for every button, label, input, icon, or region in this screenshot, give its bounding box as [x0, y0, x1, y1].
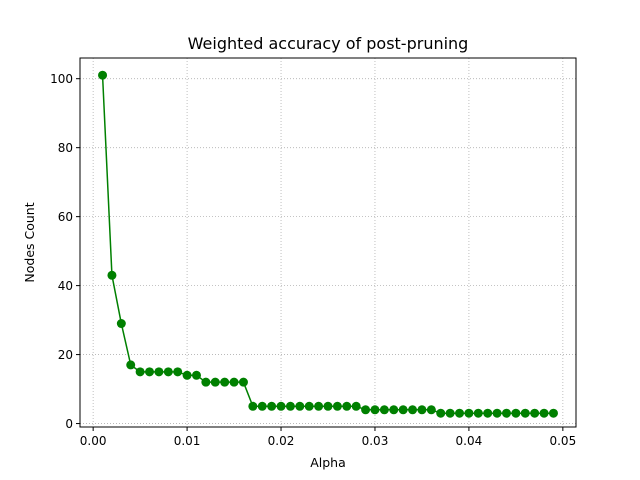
y-tick-label: 100: [50, 72, 73, 86]
data-point: [107, 270, 117, 280]
y-axis-label: Nodes Count: [22, 202, 37, 282]
y-axis-ticks: 0 20 40 60 80 100: [50, 72, 80, 431]
x-tick-label: 0.04: [456, 434, 483, 448]
data-point: [455, 408, 465, 418]
data-point: [276, 401, 286, 411]
data-point: [323, 401, 333, 411]
data-point: [201, 377, 211, 387]
data-point: [511, 408, 521, 418]
data-point: [501, 408, 511, 418]
data-point: [389, 405, 399, 415]
data-point: [304, 401, 314, 411]
data-point: [464, 408, 474, 418]
data-point: [220, 377, 230, 387]
data-point: [445, 408, 455, 418]
data-point: [135, 367, 145, 377]
data-point: [314, 401, 324, 411]
x-axis-ticks: 0.00 0.01 0.02 0.03 0.04 0.05: [80, 427, 576, 448]
y-tick-label: 20: [58, 348, 73, 362]
x-tick-label: 0.02: [268, 434, 295, 448]
data-point: [257, 401, 267, 411]
data-point: [530, 408, 540, 418]
data-point: [267, 401, 277, 411]
data-point: [398, 405, 408, 415]
x-tick-label: 0.01: [174, 434, 201, 448]
data-point: [126, 360, 136, 370]
data-point: [229, 377, 239, 387]
data-point: [539, 408, 549, 418]
data-point: [436, 408, 446, 418]
data-point: [473, 408, 483, 418]
data-point: [248, 401, 258, 411]
data-point: [295, 401, 305, 411]
data-point: [182, 370, 192, 380]
data-point: [370, 405, 380, 415]
data-point: [548, 408, 558, 418]
data-point: [238, 377, 248, 387]
data-point: [116, 319, 126, 329]
data-point: [285, 401, 295, 411]
data-point: [342, 401, 352, 411]
data-point: [361, 405, 371, 415]
series-layer: [98, 70, 558, 418]
data-point: [154, 367, 164, 377]
x-axis-label: Alpha: [310, 455, 346, 470]
data-point: [492, 408, 502, 418]
data-point: [173, 367, 183, 377]
y-tick-label: 60: [58, 210, 73, 224]
data-point: [98, 70, 108, 80]
data-point: [191, 370, 201, 380]
y-tick-label: 40: [58, 279, 73, 293]
data-point: [408, 405, 418, 415]
x-tick-label: 0.00: [80, 434, 107, 448]
data-point: [520, 408, 530, 418]
data-point: [483, 408, 493, 418]
y-tick-label: 80: [58, 141, 73, 155]
plot-frame: [79, 57, 577, 428]
data-point: [210, 377, 220, 387]
data-point: [379, 405, 389, 415]
data-point: [351, 401, 361, 411]
data-point: [145, 367, 155, 377]
data-point: [426, 405, 436, 415]
data-point: [332, 401, 342, 411]
x-tick-label: 0.05: [549, 434, 576, 448]
chart-title: Weighted accuracy of post-pruning: [188, 34, 469, 53]
x-tick-label: 0.03: [362, 434, 389, 448]
data-point: [417, 405, 427, 415]
y-tick-label: 0: [65, 417, 73, 431]
data-point: [163, 367, 173, 377]
